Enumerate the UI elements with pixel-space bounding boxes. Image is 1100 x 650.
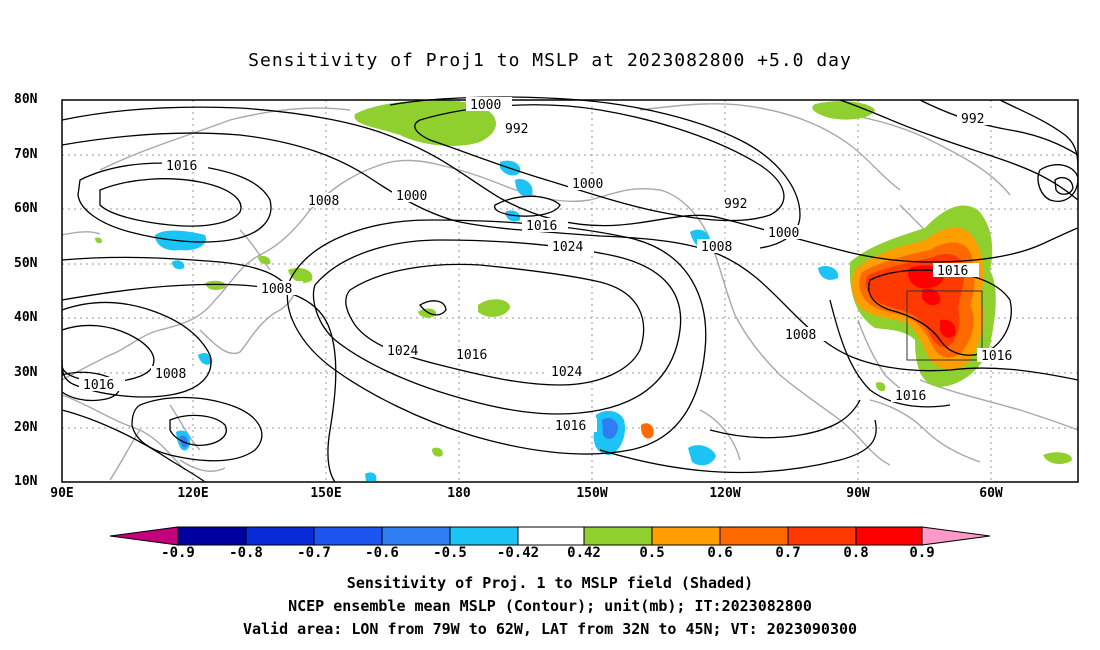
lat-label: 10N: [14, 474, 38, 489]
lon-label: 90E: [50, 486, 74, 501]
contour-label: 1016: [83, 378, 114, 393]
contour-label: 992: [961, 112, 984, 127]
lat-label: 60N: [14, 201, 38, 216]
contour-label: 1008: [155, 367, 186, 382]
colorbar-label: -0.8: [229, 545, 263, 561]
caption-line-1: Sensitivity of Proj. 1 to MSLP field (Sh…: [346, 574, 754, 592]
contour-label: 1016: [166, 159, 197, 174]
lat-label: 50N: [14, 256, 38, 271]
colorbar-label: -0.6: [365, 545, 399, 561]
colorbar-label: 0.7: [775, 545, 801, 561]
lon-label: 180: [447, 486, 471, 501]
contour-label: 1016: [981, 349, 1012, 364]
contour-label: 1016: [895, 389, 926, 404]
colorbar-swatch: [245, 526, 315, 546]
contour-label: 1016: [555, 419, 586, 434]
colorbar-swatch: [921, 526, 991, 546]
contour-label: 1008: [701, 240, 732, 255]
lat-label: 70N: [14, 147, 38, 162]
contour-labels: 1000 992 1016 1008 1000 1000 992 1016 10…: [79, 97, 1023, 434]
colorbar-swatch: [313, 526, 383, 546]
contour-label: 1000: [470, 98, 501, 113]
colorbar-swatch: [855, 526, 923, 546]
lon-label: 150W: [576, 486, 608, 501]
colorbar-label: -0.5: [433, 545, 467, 561]
caption-line-2: NCEP ensemble mean MSLP (Contour); unit(…: [288, 597, 812, 615]
colorbar-label: 0.5: [639, 545, 665, 561]
contour-label: 1024: [551, 365, 582, 380]
contour-label: 992: [724, 197, 747, 212]
contour-label: 1008: [308, 194, 339, 209]
shaded-sensitivity: [95, 100, 1072, 481]
contour-label: 1016: [526, 219, 557, 234]
coastlines: [61, 103, 1079, 481]
lat-label: 40N: [14, 310, 38, 325]
contour-label: 1000: [572, 177, 603, 192]
figure-title: Sensitivity of Proj1 to MSLP at 20230828…: [248, 50, 852, 71]
colorbar-label: 0.6: [707, 545, 733, 561]
lat-label: 20N: [14, 420, 38, 435]
colorbar-swatch: [381, 526, 451, 546]
lon-label: 90W: [846, 486, 870, 501]
colorbar-label: -0.7: [297, 545, 331, 561]
contour-label: 1024: [552, 240, 583, 255]
colorbar-swatch: [583, 526, 653, 546]
valid-area-box: [906, 290, 983, 361]
contour-label: 1016: [937, 264, 968, 279]
lon-label: 60W: [979, 486, 1003, 501]
colorbar-swatch: [177, 526, 247, 546]
contour-label: 1008: [785, 328, 816, 343]
contour-label: 1000: [396, 189, 427, 204]
contour-label: 1000: [768, 226, 799, 241]
colorbar-swatch: [517, 526, 585, 546]
colorbar-label: -0.42: [496, 545, 540, 561]
colorbar-swatch: [109, 526, 179, 546]
colorbar-label: 0.8: [843, 545, 869, 561]
caption-line-3: Valid area: LON from 79W to 62W, LAT fro…: [242, 620, 858, 638]
colorbar-label: 0.9: [909, 545, 935, 561]
colorbar-swatch: [449, 526, 519, 546]
colorbar-label: -0.9: [161, 545, 195, 561]
lat-label: 30N: [14, 365, 38, 380]
map-frame: [61, 99, 1079, 483]
lon-label: 150E: [310, 486, 342, 501]
lon-label: 120E: [177, 486, 209, 501]
mslp-contours: [61, 96, 1079, 483]
lat-label: 80N: [14, 92, 38, 107]
colorbar-swatch: [787, 526, 857, 546]
colorbar: [109, 526, 991, 546]
contour-label: 1016: [456, 348, 487, 363]
lon-label: 120W: [709, 486, 741, 501]
contour-label: 992: [505, 122, 528, 137]
colorbar-label: 0.42: [567, 545, 601, 561]
contour-label: 1024: [387, 344, 418, 359]
colorbar-swatch: [719, 526, 789, 546]
contour-label: 1008: [261, 282, 292, 297]
colorbar-swatch: [651, 526, 721, 546]
